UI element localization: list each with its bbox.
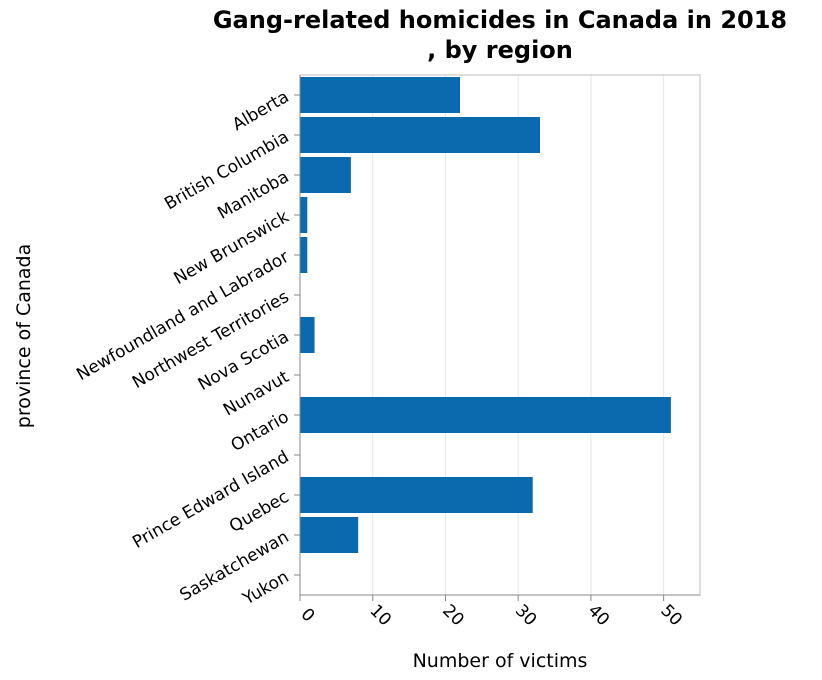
x-tick-label-2: 20 <box>438 601 467 630</box>
x-tick-label-3: 30 <box>511 601 540 630</box>
bar-6 <box>300 317 315 353</box>
bar-3 <box>300 197 308 233</box>
bar-4 <box>300 237 308 273</box>
y-axis-title: province of Canada <box>13 244 35 428</box>
bar-2 <box>300 157 351 193</box>
bars <box>300 77 671 553</box>
bar-10 <box>300 477 533 513</box>
bar-0 <box>300 77 460 113</box>
x-tick-label-4: 40 <box>584 601 613 630</box>
bar-8 <box>300 397 671 433</box>
bar-11 <box>300 517 359 553</box>
x-tick-label-5: 50 <box>656 601 685 630</box>
chart-title-line-2: , by region <box>427 36 573 64</box>
y-tick-label-12: Yukon <box>239 567 293 610</box>
x-tick-label-0: 0 <box>297 605 319 627</box>
x-axis-title: Number of victims <box>413 650 588 672</box>
chart-title-line-1: Gang-related homicides in Canada in 2018 <box>213 6 787 34</box>
bar-1 <box>300 117 540 153</box>
x-tick-label-1: 10 <box>366 601 395 630</box>
